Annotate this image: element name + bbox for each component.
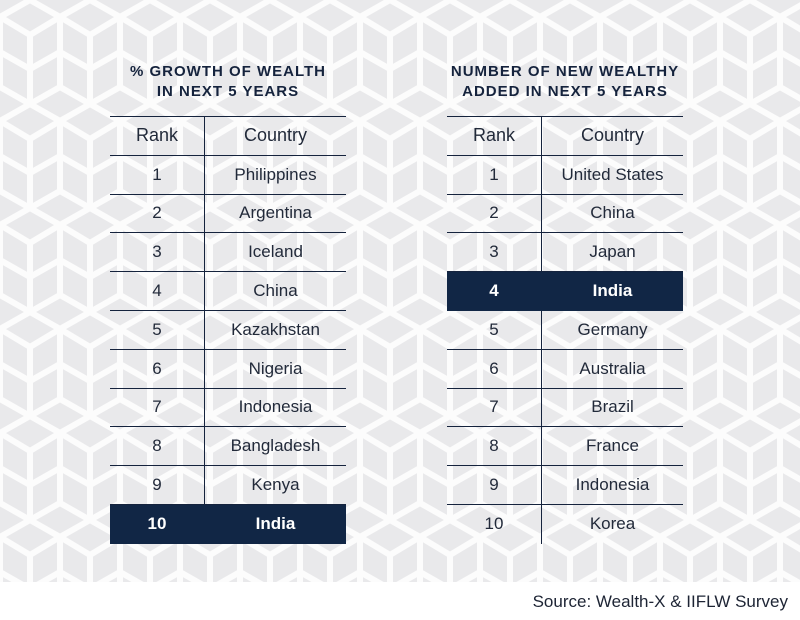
table-row: 7 Brazil [447, 388, 683, 428]
table-row: 6 Australia [447, 349, 683, 389]
country-cell: Bangladesh [230, 436, 321, 456]
table-row: 3 Japan [447, 233, 683, 273]
rank-cell: 2 [447, 194, 542, 233]
country-cell: China [253, 281, 298, 301]
table-row: 5 Kazakhstan [110, 310, 346, 350]
country-cell: Argentina [239, 203, 312, 223]
country-cell: Japan [589, 242, 636, 262]
rank-cell: 8 [447, 427, 542, 466]
growth-table-block: % GROWTH OF WEALTH IN NEXT 5 YEARS Rank … [110, 62, 346, 544]
new-wealthy-ranking-table: Rank Country 1 United States 2 China 3 Japan 4… [447, 116, 683, 544]
rank-cell: 4 [447, 272, 542, 310]
country-cell: Iceland [248, 242, 303, 262]
rank-cell: 10 [110, 504, 205, 544]
table-row: 1 Philippines [110, 155, 346, 195]
table-row: 10 Korea [447, 504, 683, 544]
rank-cell: 7 [447, 388, 542, 427]
table-row: 8 France [447, 427, 683, 467]
rank-cell: 6 [447, 349, 542, 388]
background-panel: % GROWTH OF WEALTH IN NEXT 5 YEARS Rank … [0, 0, 800, 582]
table-row: 7 Indonesia [110, 388, 346, 428]
table-row: 2 China [447, 194, 683, 234]
country-cell: Kenya [251, 475, 300, 495]
country-header: Country [243, 125, 308, 146]
rank-cell: 1 [110, 155, 205, 194]
table-header-row: Rank Country [447, 117, 683, 156]
rank-cell: 9 [110, 466, 205, 504]
country-cell: India [592, 281, 633, 301]
table-row: 4 China [110, 272, 346, 311]
country-cell: United States [561, 164, 664, 184]
rank-header: Rank [447, 117, 542, 155]
table-row: 3 Iceland [110, 233, 346, 273]
country-cell: France [586, 436, 639, 456]
rank-cell: 5 [447, 310, 542, 349]
table-row: 9 Kenya [110, 466, 346, 505]
new-wealthy-table-block: NUMBER OF NEW WEALTHY ADDED IN NEXT 5 YE… [447, 62, 683, 544]
country-cell: Germany [577, 319, 648, 339]
rank-cell: 9 [447, 466, 542, 504]
rank-cell: 8 [110, 427, 205, 466]
growth-title-line2: IN NEXT 5 YEARS [156, 83, 300, 100]
rank-cell: 5 [110, 310, 205, 349]
country-cell: India [255, 514, 296, 534]
country-cell: Brazil [591, 397, 634, 417]
new-wealthy-title-line1: NUMBER OF NEW WEALTHY [450, 63, 680, 80]
rank-cell: 3 [110, 233, 205, 272]
country-cell: Indonesia [575, 475, 650, 495]
country-cell: Indonesia [238, 397, 313, 417]
rank-cell: 3 [447, 233, 542, 272]
new-wealthy-table-title: NUMBER OF NEW WEALTHY ADDED IN NEXT 5 YE… [447, 62, 683, 116]
growth-title-line1: % GROWTH OF WEALTH [129, 63, 327, 80]
table-row-highlighted: 4 India [447, 272, 683, 311]
table-row: 2 Argentina [110, 194, 346, 234]
rank-cell: 2 [110, 194, 205, 233]
country-cell: Philippines [234, 164, 317, 184]
table-row: 5 Germany [447, 310, 683, 350]
rank-cell: 10 [447, 504, 542, 544]
table-header-row: Rank Country [110, 117, 346, 156]
source-caption: Source: Wealth-X & IIFLW Survey [532, 592, 788, 611]
table-row: 6 Nigeria [110, 349, 346, 389]
country-cell: Korea [589, 514, 636, 534]
rank-header: Rank [110, 117, 205, 155]
table-row: 1 United States [447, 155, 683, 195]
country-cell: Kazakhstan [231, 319, 320, 339]
table-row-highlighted: 10 India [110, 504, 346, 544]
growth-ranking-table: Rank Country 1 Philippines 2 Argentina 3 Icel… [110, 116, 346, 544]
rank-cell: 4 [110, 272, 205, 310]
growth-table-title: % GROWTH OF WEALTH IN NEXT 5 YEARS [110, 62, 346, 116]
country-cell: Australia [579, 358, 646, 378]
country-cell: Nigeria [248, 358, 303, 378]
rank-cell: 7 [110, 388, 205, 427]
table-row: 9 Indonesia [447, 466, 683, 505]
rank-cell: 1 [447, 155, 542, 194]
country-header: Country [580, 125, 645, 146]
new-wealthy-title-line2: ADDED IN NEXT 5 YEARS [462, 83, 668, 100]
rank-cell: 6 [110, 349, 205, 388]
country-cell: China [590, 203, 635, 223]
table-row: 8 Bangladesh [110, 427, 346, 467]
